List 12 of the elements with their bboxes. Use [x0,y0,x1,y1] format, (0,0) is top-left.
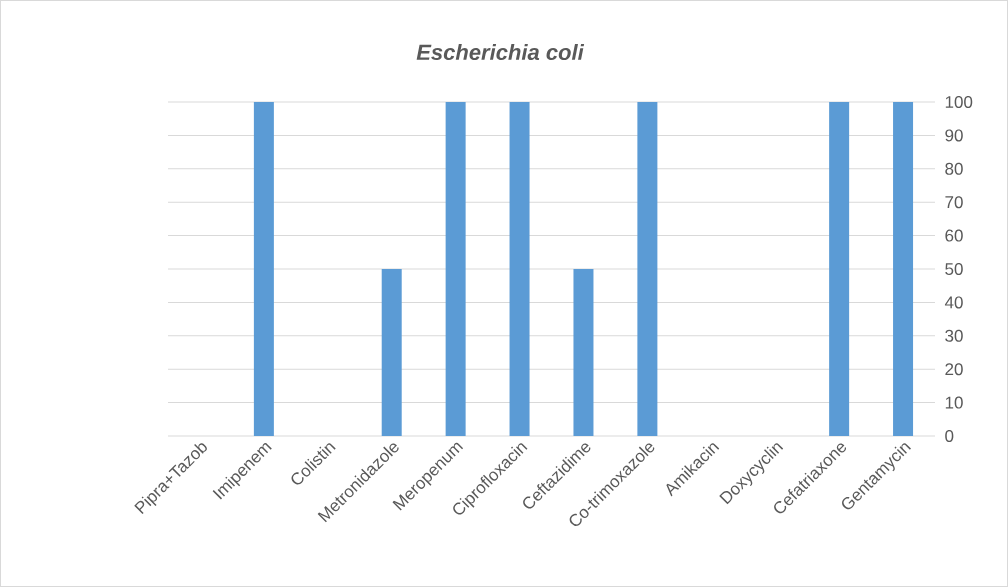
y-tick-label: 50 [945,262,963,276]
y-tick-label: 10 [945,396,963,409]
y-tick-label: 100 [945,95,973,109]
y-tick-label: 40 [944,296,963,309]
y-tick-label: 0 [945,429,954,443]
chart-title: Escherichia coli [416,43,585,61]
y-tick-label: 20 [945,363,963,376]
y-tick-label: 90 [945,129,963,142]
y-tick-label: 70 [945,196,963,209]
y-tick-label: 80 [945,162,963,175]
y-tick-label: 30 [945,329,963,342]
y-tick-label: 60 [945,229,963,242]
